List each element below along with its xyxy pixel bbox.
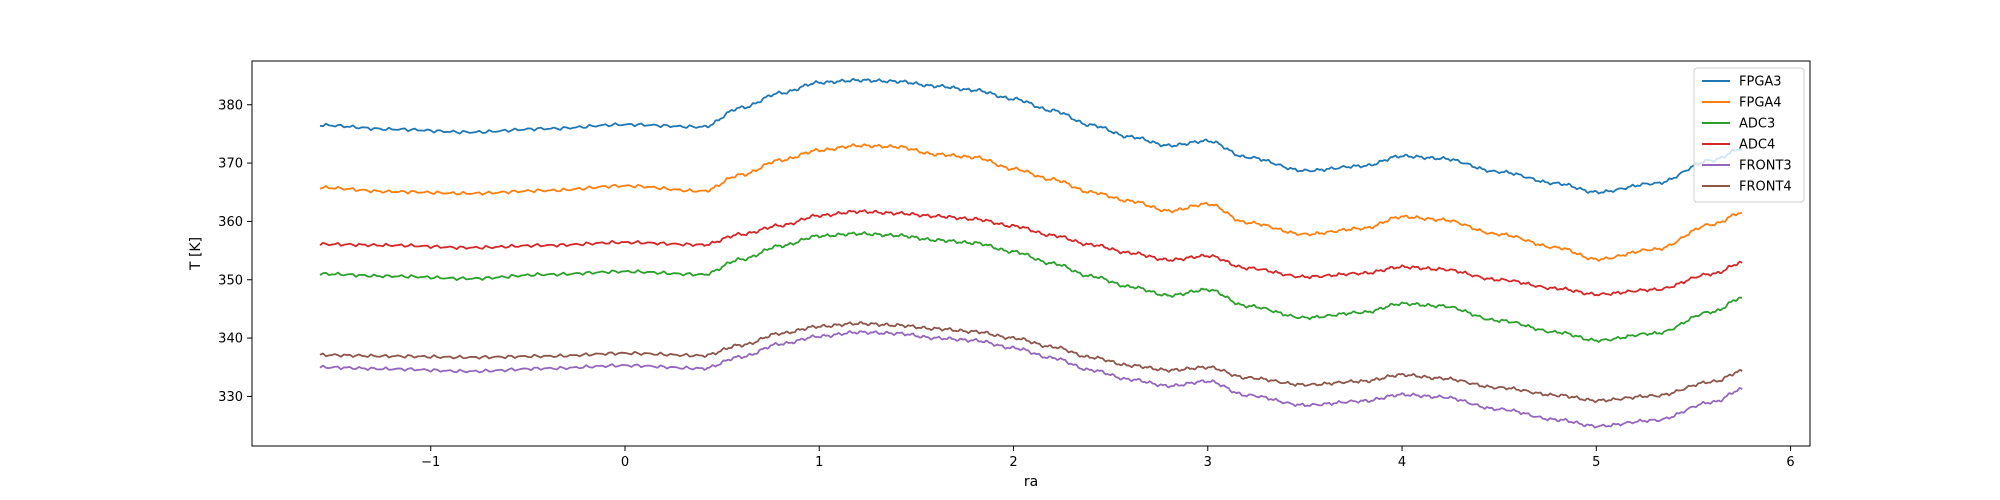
series-line-adc3 [319, 231, 1743, 343]
y-axis-ticks: 330 340 350 360 370 380 [218, 98, 252, 405]
series-line-fpga4 [319, 143, 1743, 262]
series-line-fpga3 [319, 77, 1743, 195]
y-tick-label: 370 [218, 157, 243, 172]
y-tick-label: 350 [218, 273, 243, 288]
x-tick-label: 5 [1592, 455, 1600, 470]
legend: FPGA3 FPGA4 ADC3 ADC4 FRONT3 FRONT4 [1693, 67, 1805, 203]
series-line-front3 [319, 330, 1743, 429]
axes: −1 0 1 2 3 4 5 6 330 340 350 360 370 380 ra T [K] [188, 60, 1811, 490]
x-tick-label: 0 [621, 455, 629, 470]
y-tick-label: 360 [218, 215, 243, 230]
x-tick-label: −1 [421, 455, 440, 470]
x-tick-label: 1 [815, 455, 823, 470]
series-line-adc4 [319, 209, 1743, 297]
y-tick-label: 340 [218, 332, 243, 347]
legend-label: FPGA3 [1739, 75, 1782, 90]
legend-label: FRONT3 [1739, 159, 1792, 174]
x-axis-label: ra [1024, 474, 1038, 490]
legend-label: FRONT4 [1739, 180, 1792, 195]
x-tick-label: 3 [1204, 455, 1212, 470]
x-tick-label: 4 [1398, 455, 1406, 470]
x-tick-label: 2 [1009, 455, 1017, 470]
axes-frame [251, 60, 1811, 447]
legend-label: FPGA4 [1739, 96, 1782, 111]
y-tick-label: 330 [218, 390, 243, 405]
y-tick-label: 380 [218, 98, 243, 113]
x-axis-ticks: −1 0 1 2 3 4 5 6 [421, 446, 1795, 470]
legend-label: ADC3 [1739, 117, 1775, 132]
plot-area [319, 77, 1743, 429]
x-tick-label: 6 [1786, 455, 1794, 470]
legend-label: ADC4 [1739, 138, 1775, 153]
y-axis-label: T [K] [188, 237, 204, 271]
series-line-front4 [319, 321, 1743, 403]
